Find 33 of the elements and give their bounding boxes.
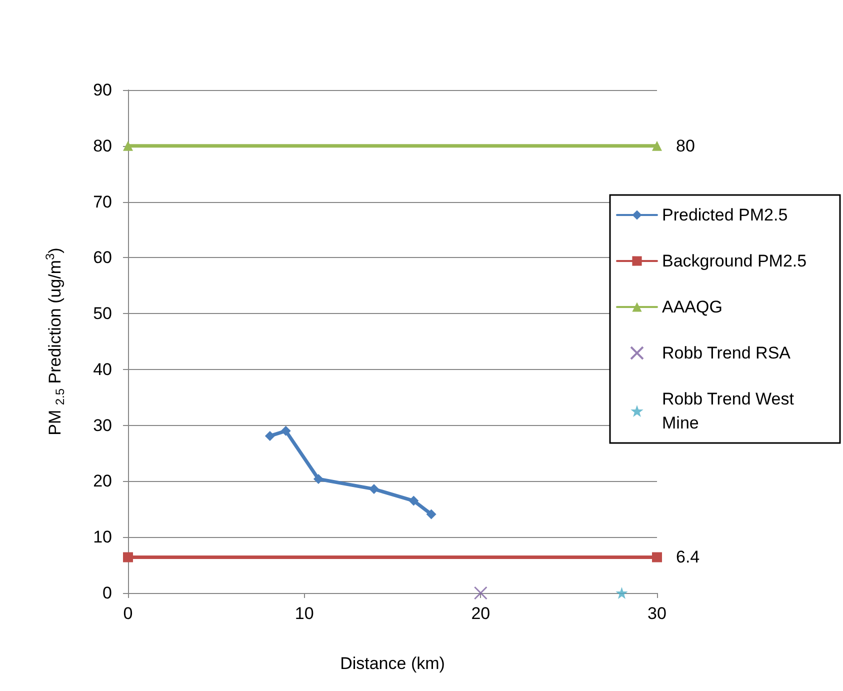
x-tick-label: 30 [648, 604, 666, 623]
legend-label: Predicted PM2.5 [662, 206, 788, 224]
point [368, 484, 379, 494]
legend-label: Robb Trend RSA [662, 344, 792, 362]
x-tick-label: 20 [471, 604, 490, 623]
x-tick-label: 0 [123, 604, 133, 623]
y-tick-label: 30 [93, 416, 112, 435]
y-tick-label: 40 [93, 360, 112, 379]
point [313, 474, 324, 484]
y-tick-label: 90 [93, 80, 112, 100]
y-tick-label: 20 [93, 472, 112, 491]
y-tick-label: 60 [93, 248, 112, 268]
y-axis-title: PM 2.5 Prediction (ug/m3) [43, 248, 67, 436]
point [474, 586, 488, 600]
legend-label: Robb Trend West Mine [662, 390, 799, 432]
point [280, 426, 291, 436]
x-axis-title: Distance (km) [340, 654, 445, 673]
y-tick-label: 70 [93, 192, 112, 212]
y-tick-label: 80 [93, 136, 112, 156]
y-tick-label: 50 [93, 304, 112, 324]
y-tick-label: 0 [102, 584, 112, 602]
point [616, 587, 628, 599]
data-label: 6.4 [676, 548, 700, 567]
data-label: 80 [676, 136, 695, 156]
point [264, 430, 275, 441]
x-tick-label: 10 [294, 604, 314, 623]
point [426, 509, 436, 520]
y-tick-label: 10 [93, 528, 112, 547]
legend-label: AAAQG [662, 298, 722, 316]
point [408, 496, 419, 506]
point [123, 552, 133, 562]
legend-label: Background PM2.5 [662, 252, 807, 270]
point [652, 552, 662, 562]
